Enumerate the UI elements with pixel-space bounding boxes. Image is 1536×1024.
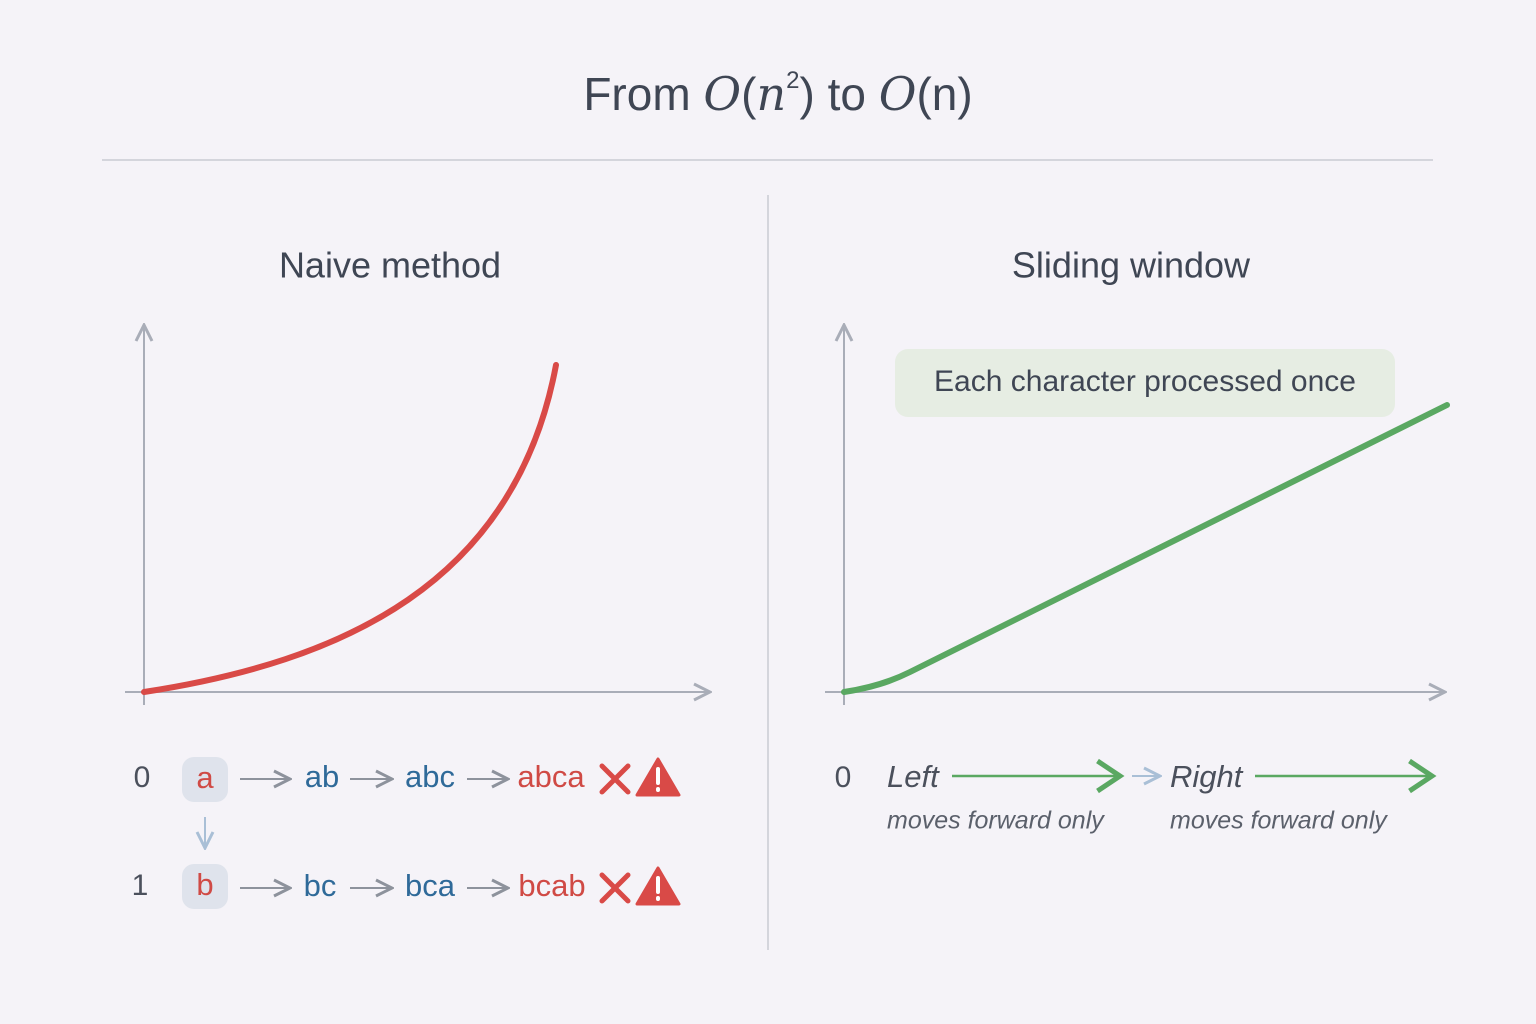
substring: abca — [517, 759, 585, 794]
pointer-note: moves forward only — [887, 807, 1105, 835]
substring: bc — [304, 868, 337, 903]
cross-icon — [599, 763, 631, 795]
start-box — [182, 757, 228, 802]
title: From O(n2) to O(n) — [583, 67, 972, 121]
linear-line — [841, 402, 1450, 695]
title-part: From — [583, 68, 703, 120]
title-part: (n) — [916, 68, 972, 120]
quadratic-curve — [141, 362, 559, 695]
row-index: 1 — [132, 869, 149, 902]
callout-text: Each character processed once — [934, 365, 1356, 398]
substring: abc — [405, 759, 455, 794]
row-index: 0 — [835, 761, 852, 794]
pointer-name: Right — [1170, 759, 1244, 794]
title-part: n — [756, 67, 786, 121]
substring: bca — [405, 868, 456, 903]
start-char: a — [196, 760, 214, 795]
start-box — [182, 864, 228, 909]
cross-icon — [599, 872, 631, 904]
panel-heading: Naive method — [279, 245, 501, 286]
start-char: b — [196, 867, 213, 902]
title-part: O — [879, 67, 917, 121]
panel-heading: Sliding window — [1012, 245, 1251, 286]
row-index: 0 — [134, 761, 151, 794]
callout-box — [895, 349, 1395, 417]
title-part: O — [703, 67, 741, 121]
pointer-name: Left — [887, 759, 940, 794]
pointer-note: moves forward only — [1170, 807, 1388, 835]
substring: bcab — [518, 868, 585, 903]
title-part: ( — [741, 68, 757, 120]
title-part: ) to — [799, 68, 878, 120]
title-part: 2 — [786, 67, 799, 94]
substring: ab — [305, 759, 339, 794]
